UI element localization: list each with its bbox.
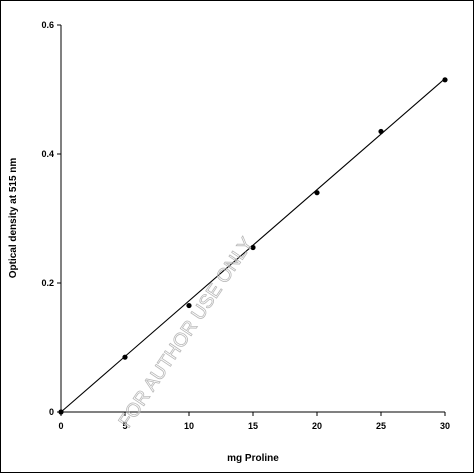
x-tick-label: 25 (376, 421, 386, 431)
x-tick-label: 0 (58, 421, 63, 431)
x-tick-label: 20 (312, 421, 322, 431)
x-tick-label: 10 (184, 421, 194, 431)
y-tick-label: 0.4 (41, 149, 54, 159)
y-tick-label: 0.6 (41, 20, 54, 30)
y-tick-label: 0 (49, 407, 54, 417)
data-point (58, 409, 64, 415)
x-tick-label: 30 (440, 421, 450, 431)
data-point (186, 302, 192, 309)
data-point (122, 354, 128, 360)
data-point (250, 244, 256, 251)
watermark: FOR AUTHOR USE ONLY (115, 234, 258, 432)
y-tick-label: 0.2 (41, 278, 54, 288)
data-points (58, 77, 448, 415)
x-axis-ticks: 0 5 10 15 20 25 30 (58, 412, 450, 431)
y-axis-ticks: 0 0.2 0.4 0.6 (41, 20, 61, 417)
axes (60, 25, 445, 413)
y-axis-title: Optical density at 515 nm (8, 158, 19, 279)
x-axis-title: mg Proline (227, 453, 279, 464)
data-point (442, 77, 448, 83)
x-tick-label: 5 (122, 421, 127, 431)
data-point (378, 128, 384, 135)
data-point (314, 190, 320, 196)
x-tick-label: 15 (248, 421, 258, 431)
